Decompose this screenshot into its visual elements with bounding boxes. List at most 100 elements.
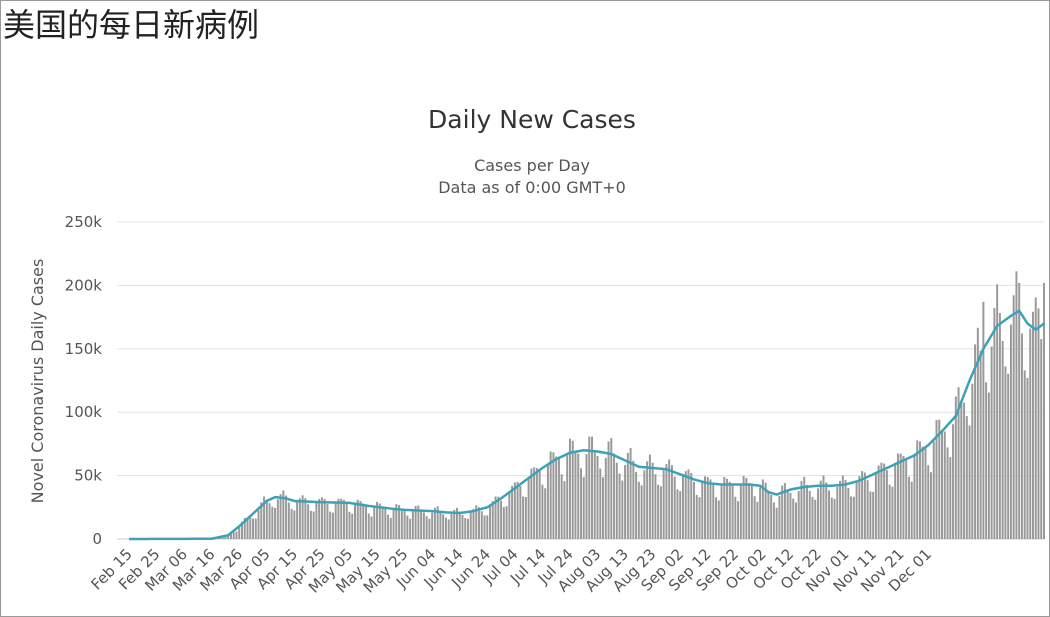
bar-series: [147, 271, 1045, 539]
bar: [759, 487, 762, 539]
bar: [580, 468, 582, 539]
bar: [996, 284, 999, 539]
bar: [254, 518, 257, 539]
bar: [825, 482, 828, 539]
bar: [444, 517, 447, 539]
bar: [403, 510, 406, 539]
y-tick-label: 200k: [65, 276, 103, 294]
bar: [326, 504, 329, 539]
bar: [356, 499, 359, 539]
bar: [431, 512, 434, 539]
bar: [467, 518, 469, 539]
bar: [285, 495, 288, 539]
bar: [1023, 370, 1026, 539]
bar: [425, 516, 428, 539]
y-tick-label: 250k: [65, 213, 103, 231]
bar: [855, 481, 858, 539]
bar: [775, 507, 778, 539]
bar: [486, 515, 489, 539]
y-axis-label: Novel Coronavirus Daily Cases: [28, 259, 47, 504]
chart-subtitle: Cases per Day: [474, 156, 590, 175]
bar: [511, 485, 514, 539]
bar: [987, 392, 990, 539]
bar: [662, 470, 665, 539]
bar: [500, 500, 503, 539]
page-heading: 美国的每日新病例: [3, 6, 260, 44]
bar: [891, 486, 894, 539]
bar: [1037, 308, 1040, 539]
bar: [800, 481, 803, 539]
bar: [334, 501, 337, 539]
bar: [414, 505, 417, 539]
bar: [717, 500, 720, 539]
bar: [880, 462, 883, 539]
bar: [519, 486, 522, 539]
bar: [265, 499, 268, 539]
bar: [858, 476, 861, 539]
bar: [238, 527, 241, 539]
bar: [847, 487, 850, 539]
bar: [1031, 311, 1034, 539]
bar: [395, 504, 398, 539]
bar: [976, 327, 979, 539]
bar: [613, 453, 616, 539]
bar: [422, 512, 425, 539]
bar: [309, 510, 312, 539]
bar: [621, 480, 624, 539]
bar: [690, 472, 693, 539]
bar: [684, 471, 687, 539]
bar: [1018, 282, 1021, 539]
bar: [734, 496, 737, 539]
bar: [249, 517, 252, 539]
bar: [756, 501, 759, 539]
bar: [814, 499, 817, 539]
bar: [781, 485, 784, 539]
bar: [263, 496, 266, 539]
bar: [659, 486, 662, 539]
bar: [676, 489, 679, 539]
bar: [342, 499, 345, 539]
bar: [646, 461, 649, 539]
bar: [695, 495, 698, 539]
bar: [635, 471, 638, 539]
bar: [935, 420, 938, 539]
bar: [888, 484, 891, 539]
bar: [433, 507, 436, 539]
bar: [555, 456, 558, 539]
bar: [331, 512, 334, 539]
bar: [668, 459, 671, 539]
bar: [552, 452, 555, 539]
bar: [287, 502, 290, 539]
bar: [271, 506, 274, 539]
bar: [604, 457, 607, 539]
bar: [1015, 271, 1018, 539]
bar: [320, 497, 323, 539]
bar: [709, 479, 712, 539]
bar: [1007, 373, 1010, 539]
bar: [687, 469, 690, 539]
bar: [483, 515, 486, 539]
bar: [963, 402, 966, 539]
bar: [298, 498, 301, 539]
bar: [943, 431, 946, 539]
bar: [728, 481, 731, 539]
bar: [241, 521, 243, 539]
bar: [778, 495, 781, 539]
bar: [745, 477, 748, 539]
bar: [329, 511, 332, 539]
bar: [874, 472, 877, 539]
bar: [1040, 339, 1043, 539]
bar: [643, 470, 646, 539]
bar: [731, 485, 734, 539]
bar: [866, 480, 869, 539]
bar: [469, 512, 472, 539]
bar: [657, 484, 660, 539]
bar: [527, 476, 530, 539]
bar: [715, 497, 718, 539]
bar: [365, 506, 368, 539]
bar: [439, 510, 442, 539]
bar: [232, 532, 235, 539]
bar: [861, 471, 864, 539]
bar: [993, 307, 996, 539]
